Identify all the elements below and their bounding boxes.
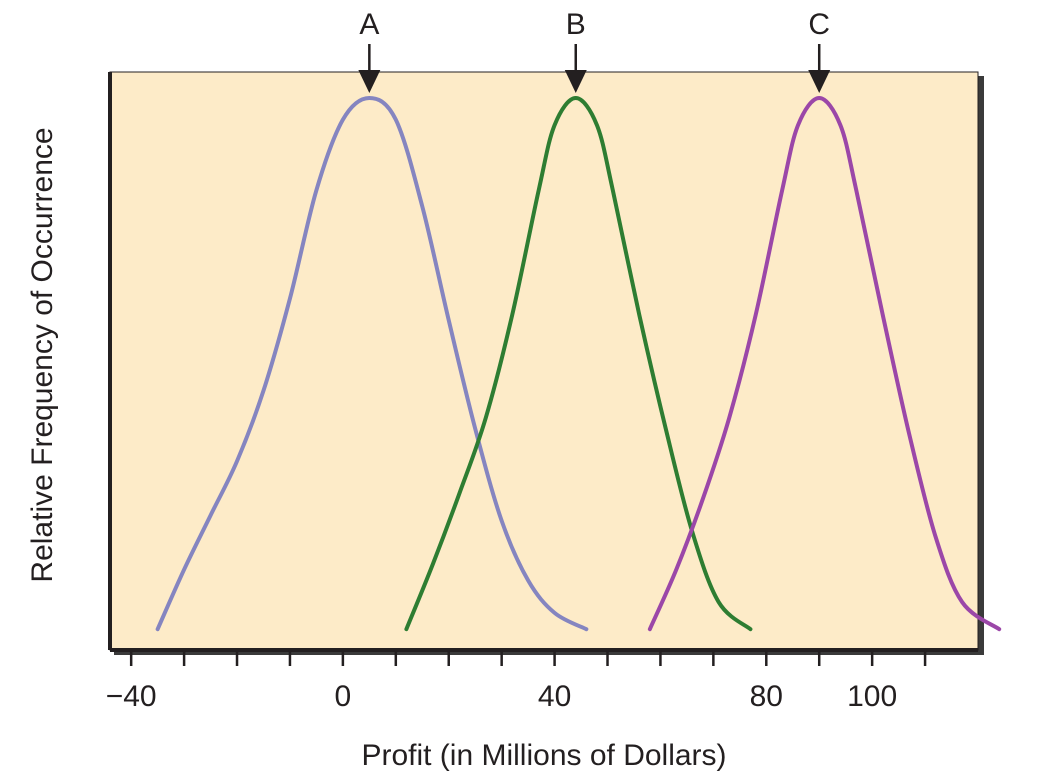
series-line-b [404, 96, 753, 632]
series-line-a [155, 96, 589, 632]
x-tick-label: −40 [106, 680, 157, 713]
series-line-c [647, 96, 1002, 632]
x-tick-label: 0 [335, 680, 352, 713]
arrow-down-icon [808, 70, 831, 93]
series-group [155, 96, 1002, 632]
x-tick-label: 80 [750, 680, 783, 713]
y-axis-title: Relative Frequency of Occurrence [26, 127, 59, 582]
x-axis-title: Profit (in Millions of Dollars) [361, 739, 726, 772]
x-axis-tick-labels: −40 0 40 80 100 [106, 680, 897, 713]
x-tick-label: 100 [847, 680, 897, 713]
peak-markers: A B C [358, 8, 831, 93]
x-tick-label: 40 [538, 680, 571, 713]
marker-label-b: B [566, 8, 586, 41]
arrow-down-icon [564, 70, 587, 93]
marker-label-a: A [359, 8, 379, 41]
x-axis-ticks [129, 650, 927, 666]
arrow-down-icon [358, 70, 381, 93]
plot-shadow-right [978, 76, 984, 654]
plot-shadow-bottom [114, 650, 984, 655]
marker-label-c: C [808, 8, 830, 41]
